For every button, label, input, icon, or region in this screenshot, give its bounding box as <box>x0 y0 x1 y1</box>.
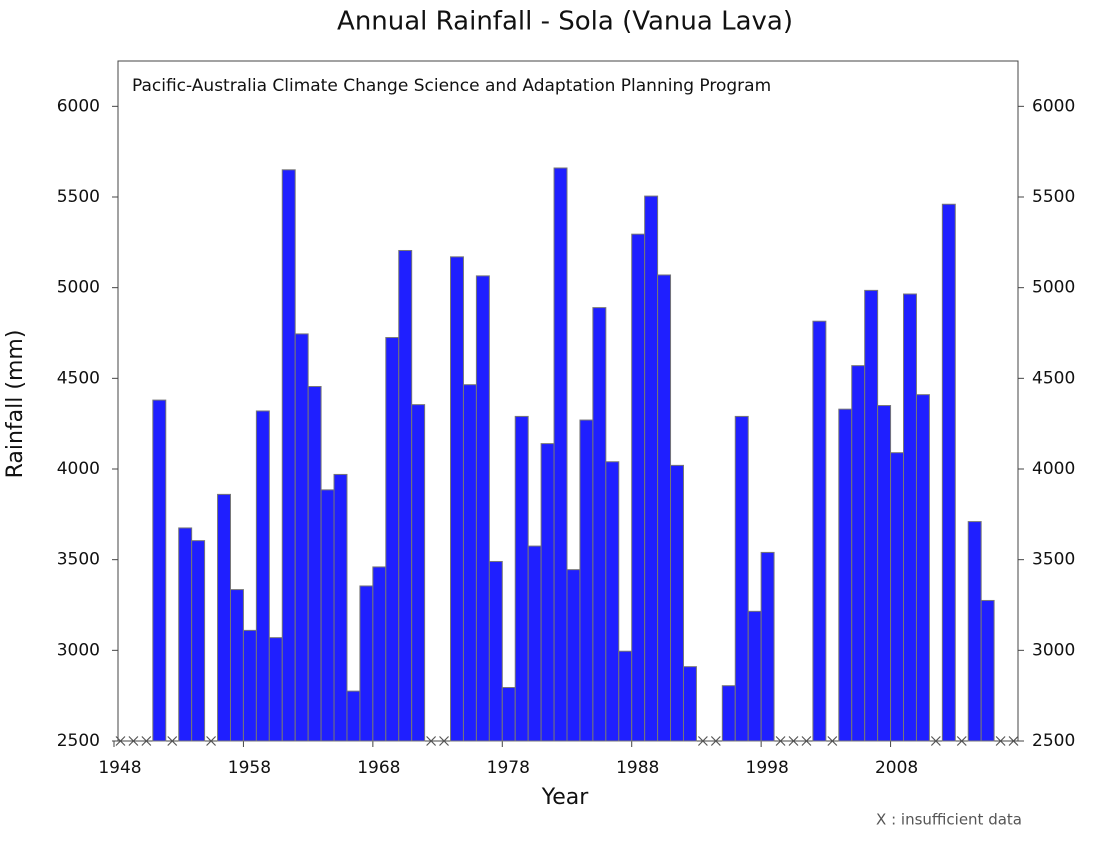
bar <box>346 690 361 742</box>
bar <box>462 384 477 742</box>
x-tick-label: 2008 <box>875 758 918 778</box>
missing-marker <box>167 736 178 746</box>
bar <box>372 566 387 742</box>
bar <box>967 521 982 742</box>
bar <box>657 274 672 742</box>
bar <box>514 415 529 742</box>
missing-marker <box>206 736 216 746</box>
y-tick-label: 4000 <box>57 459 100 479</box>
bar <box>618 650 633 742</box>
y-axis-label: Rainfall (mm) <box>3 330 28 479</box>
bar <box>488 560 503 742</box>
x-tick-label: 1988 <box>616 758 659 778</box>
bar <box>281 169 296 742</box>
bar <box>255 410 270 742</box>
bar <box>760 551 775 742</box>
bar <box>592 307 607 742</box>
missing-marker <box>697 736 708 746</box>
y-tick-label: 3000 <box>57 640 100 660</box>
bar <box>191 540 206 742</box>
bar <box>670 464 684 742</box>
y2-tick-label: 3000 <box>1032 640 1075 660</box>
bar <box>566 569 581 742</box>
y-tick-label: 2500 <box>57 731 100 751</box>
y2-tick-label: 4000 <box>1032 459 1075 479</box>
y-tick-label: 6000 <box>57 96 100 116</box>
y-tick-label: 3500 <box>57 550 100 570</box>
bar <box>980 599 995 742</box>
bar <box>178 527 193 742</box>
bar <box>307 385 322 742</box>
missing-marker <box>439 736 449 746</box>
bar <box>553 167 568 742</box>
y2-tick-label: 6000 <box>1032 96 1075 116</box>
bar <box>915 394 930 742</box>
missing-marker <box>128 736 139 746</box>
bar <box>734 415 749 742</box>
bar <box>631 233 646 742</box>
y2-tick-label: 3500 <box>1032 550 1075 570</box>
missing-marker <box>141 736 152 746</box>
bar <box>217 493 231 742</box>
bar <box>540 443 555 742</box>
subtitle: Pacific-Australia Climate Change Science… <box>132 76 771 96</box>
bar <box>605 461 620 742</box>
y2-tick-label: 2500 <box>1032 731 1075 751</box>
bar <box>812 320 827 742</box>
bar <box>268 637 283 742</box>
missing-marker <box>930 736 941 746</box>
x-axis-label: Year <box>541 785 590 810</box>
x-tick-label: 1968 <box>357 758 400 778</box>
bar <box>475 275 490 742</box>
bar <box>644 195 659 742</box>
bar <box>864 289 879 742</box>
bar <box>501 687 516 742</box>
bar <box>229 589 244 742</box>
x-tick-label: 1978 <box>487 758 530 778</box>
bar <box>359 585 374 742</box>
missing-marker <box>801 736 812 746</box>
bar <box>877 405 892 742</box>
missing-marker <box>1008 736 1019 746</box>
x-tick-label: 1958 <box>228 758 271 778</box>
missing-marker <box>995 736 1006 746</box>
bar <box>682 666 697 742</box>
missing-marker <box>710 736 721 746</box>
y-tick-label: 4500 <box>57 368 100 388</box>
bar <box>398 249 413 742</box>
x-tick-label: 1948 <box>98 758 141 778</box>
note: X : insufficient data <box>876 811 1022 829</box>
bar <box>242 629 257 742</box>
missing-marker <box>827 736 838 746</box>
missing-marker <box>426 736 437 746</box>
y-tick-label: 5000 <box>57 278 100 298</box>
y2-tick-label: 5000 <box>1032 278 1075 298</box>
bar <box>333 473 348 742</box>
bar <box>579 419 594 742</box>
bar <box>385 337 400 742</box>
missing-marker <box>956 736 967 746</box>
y2-tick-label: 5500 <box>1032 187 1075 207</box>
bar <box>747 610 762 742</box>
bar <box>721 685 736 742</box>
bar <box>411 404 426 742</box>
bar <box>450 256 464 742</box>
bar <box>152 399 167 742</box>
missing-marker <box>775 736 786 746</box>
y-tick-label: 5500 <box>57 187 100 207</box>
bar <box>527 545 542 742</box>
missing-marker <box>115 736 126 746</box>
bar <box>903 293 917 742</box>
bar <box>851 365 866 742</box>
y2-tick-label: 4500 <box>1032 368 1075 388</box>
missing-marker <box>788 736 799 746</box>
bar <box>890 452 905 742</box>
bar <box>838 408 853 742</box>
chart-title: Annual Rainfall - Sola (Vanua Lava) <box>337 7 793 37</box>
x-tick-label: 1998 <box>746 758 789 778</box>
bar <box>941 203 956 742</box>
bar <box>320 489 335 742</box>
bar <box>294 333 309 742</box>
